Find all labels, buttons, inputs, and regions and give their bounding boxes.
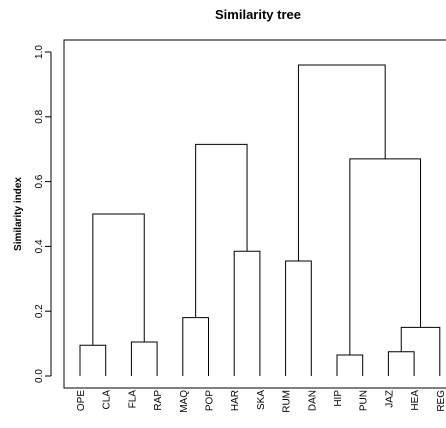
leaf-label-cla: CLA [102,390,113,410]
branch-har-ska [233,250,261,376]
leaf-label-rap: RAP [153,390,164,411]
plot-border [63,39,446,389]
branch-rum-dan [285,260,312,376]
y-tick-label: 0.4 [34,239,45,253]
leaf-label-maq: MAQ [179,390,190,413]
chart-title: Similarity tree [215,7,301,22]
leaf-label-jaz: JAZ [384,390,395,408]
plot-frame [63,39,446,389]
branch-hip-pun-jaz-hea-reg [349,158,422,355]
leaf-label-pun: PUN [359,390,370,411]
y-tick-label: 0.8 [34,109,45,123]
y-tick-label: 0.2 [34,304,45,318]
leaf-label-dan: DAN [307,390,318,411]
branch-ope-cla [79,344,107,376]
dendrogram-branches [79,64,441,376]
leaf-label-rum: RUM [282,390,293,413]
leaf-label-fla: FLA [127,390,138,409]
branch-maq-pop-har-ska [195,143,248,318]
leaf-label-har: HAR [230,390,241,411]
branch-ope-cla-fla-rap [92,213,145,346]
leaf-label-hip: HIP [333,390,344,407]
branch-rum-dan-hip-pun-jaz-hea-reg [297,64,386,261]
leaf-label-hea: HEA [410,390,421,411]
leaf-label-ope: OPE [76,390,87,411]
leaf-label-ska: SKA [256,390,267,410]
y-tick-label: 0.6 [34,174,45,188]
leaf-labels: OPE CLA FLA RAP MAQ POP HAR SKA RUM DAN HIP PUN JAZ H… [76,390,446,413]
branch-jaz-hea [387,351,415,376]
branch-fla-rap [130,341,158,376]
branch-hip-pun [336,354,364,376]
y-tick-label: 0.0 [34,369,45,383]
branch-maq-pop [182,317,209,376]
y-axis: 0.0 0.2 0.4 0.6 0.8 1.0 [34,45,52,383]
leaf-label-reg: REG [436,390,446,412]
leaf-label-pop: POP [205,390,216,411]
y-axis-label: Similarity index [13,177,24,251]
y-tick-label: 1.0 [34,45,45,59]
